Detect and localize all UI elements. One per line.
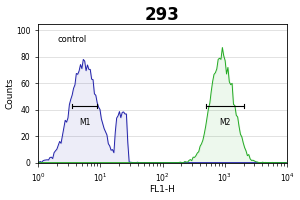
Text: M2: M2 [219, 118, 230, 127]
Text: control: control [58, 35, 87, 44]
Text: M1: M1 [79, 118, 90, 127]
Y-axis label: Counts: Counts [6, 77, 15, 109]
Title: 293: 293 [145, 6, 180, 24]
X-axis label: FL1-H: FL1-H [150, 185, 175, 194]
